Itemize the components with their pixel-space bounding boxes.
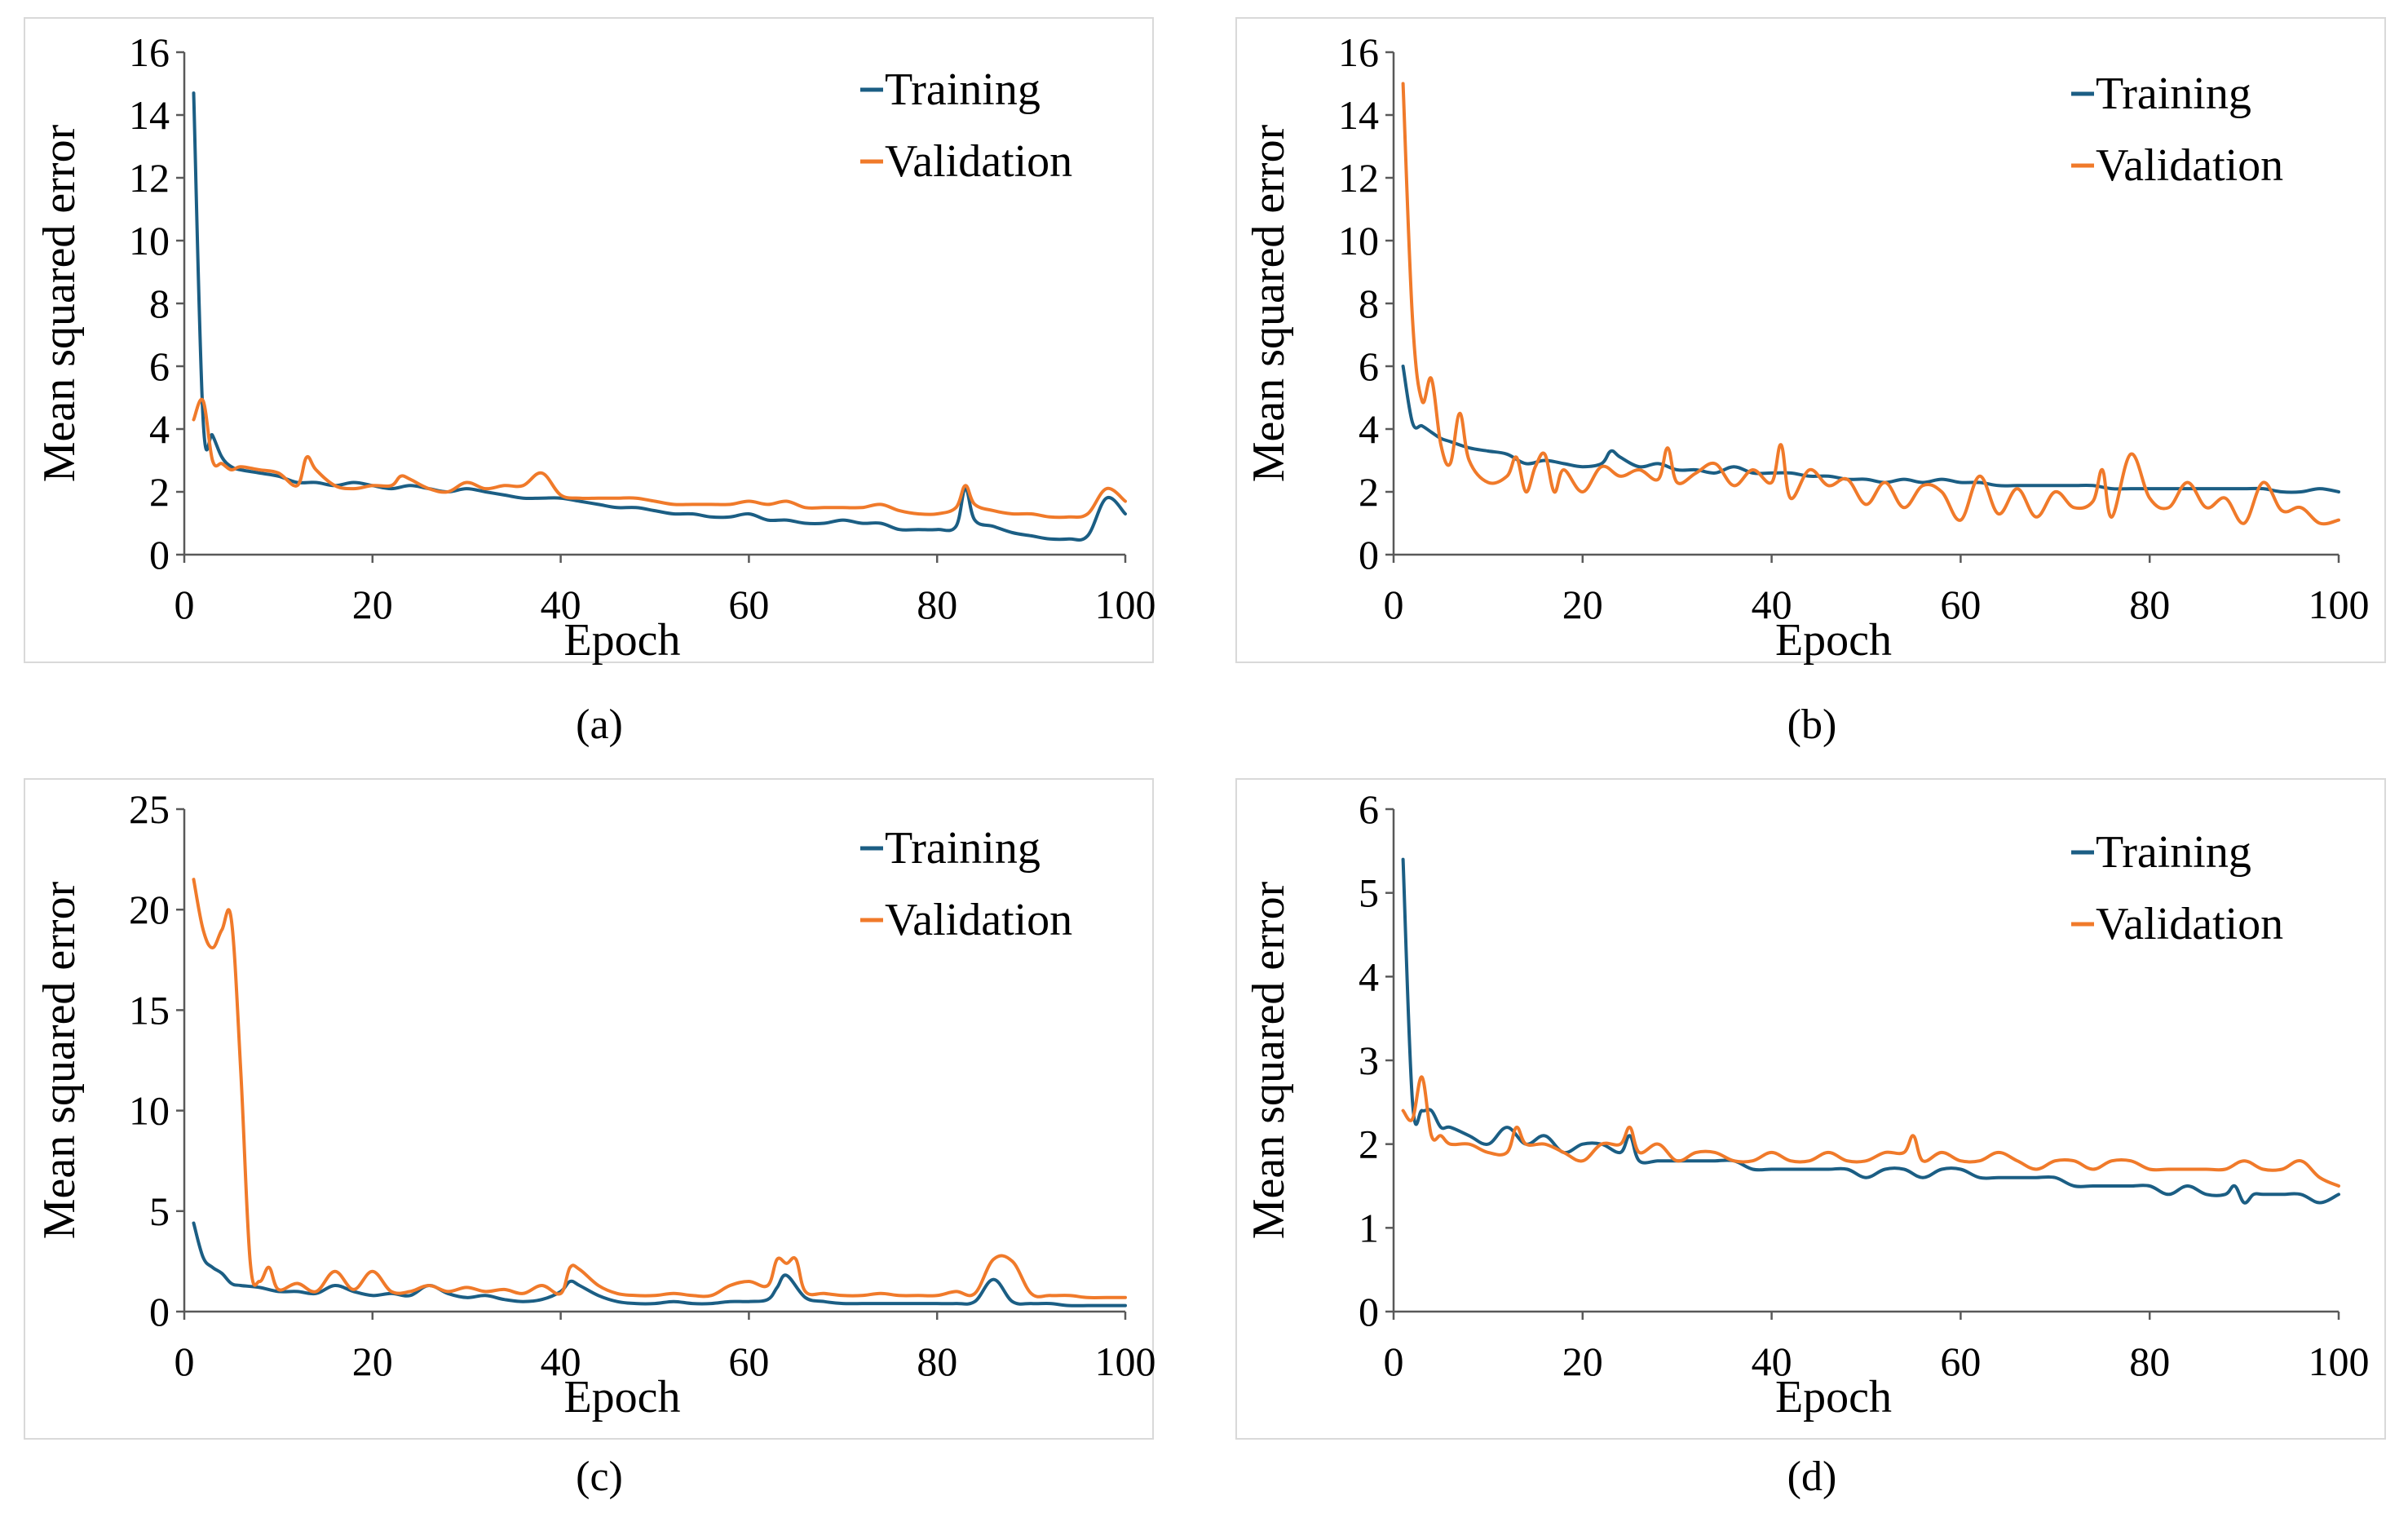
- series-line-validation: [1401, 82, 2340, 526]
- x-tick-label: 20: [352, 582, 393, 627]
- x-tick-label: 40: [541, 1339, 581, 1384]
- x-tick-label: 20: [1562, 1339, 1603, 1384]
- legend-label-validation: Validation: [2096, 899, 2283, 949]
- x-tick-label: 80: [917, 1339, 957, 1384]
- y-tick-label: 5: [149, 1188, 170, 1234]
- chart-frame: [1235, 778, 2386, 1440]
- chart-panel-b: 0 2 4 6 8 10 12 14 16 0 20 40 60 80 100 Epoch Mean squar…: [1235, 17, 2386, 666]
- legend-label-validation: Validation: [885, 895, 1072, 945]
- x-axis-title: Epoch: [563, 615, 680, 666]
- y-tick-label: 2: [149, 469, 170, 515]
- y-tick-label: 1: [1359, 1205, 1379, 1250]
- y-tick-label: 3: [1359, 1038, 1379, 1083]
- y-tick-label: 8: [1359, 281, 1379, 326]
- y-tick-label: 12: [129, 155, 170, 201]
- legend-label-training: Training: [2096, 827, 2251, 878]
- panel-caption: (b): [1787, 701, 1837, 748]
- y-tick-label: 5: [1359, 870, 1379, 916]
- chart-panel-c: 0 5 10 15 20 25 0 20 40 60 80 100 Epoch Mean squared …: [24, 778, 1156, 1440]
- y-tick-label: 2: [1359, 1122, 1379, 1167]
- y-tick-label: 12: [1338, 155, 1379, 201]
- x-tick-label: 100: [1095, 582, 1156, 627]
- x-tick-label: 20: [352, 1339, 393, 1384]
- series-line-training: [1401, 365, 2340, 494]
- y-tick-label: 4: [1359, 954, 1379, 999]
- y-axis-title: Mean squared error: [34, 124, 85, 482]
- x-tick-label: 60: [1940, 1339, 1981, 1384]
- y-tick-label: 0: [149, 532, 170, 577]
- y-tick-label: 16: [129, 29, 170, 75]
- y-tick-label: 4: [1359, 406, 1379, 452]
- panel-caption: (c): [576, 1454, 623, 1500]
- x-tick-label: 40: [541, 582, 581, 627]
- x-tick-label: 100: [2309, 582, 2370, 627]
- y-tick-label: 10: [129, 218, 170, 263]
- x-tick-label: 60: [728, 1339, 769, 1384]
- y-tick-label: 16: [1338, 29, 1379, 75]
- x-tick-label: 40: [1752, 582, 1792, 627]
- x-tick-label: 80: [2129, 582, 2170, 627]
- y-tick-label: 4: [149, 406, 170, 452]
- y-tick-label: 10: [1338, 218, 1379, 263]
- series-line-validation: [192, 878, 1127, 1299]
- y-axis-title: Mean squared error: [1244, 124, 1294, 482]
- x-tick-label: 40: [1752, 1339, 1792, 1384]
- x-tick-label: 100: [1095, 1339, 1156, 1384]
- y-tick-label: 10: [129, 1088, 170, 1134]
- x-axis-title: Epoch: [1775, 1372, 1892, 1423]
- y-tick-label: 0: [1359, 532, 1379, 577]
- y-tick-label: 20: [129, 887, 170, 932]
- y-tick-label: 6: [1359, 343, 1379, 389]
- x-tick-label: 0: [175, 1339, 195, 1384]
- x-tick-label: 80: [917, 582, 957, 627]
- panel-caption: (d): [1787, 1454, 1837, 1500]
- x-tick-label: 0: [1384, 582, 1404, 627]
- y-tick-label: 6: [1359, 786, 1379, 832]
- chart-panel-a: 0 2 4 6 8 10 12 14 16 0 20 40 60 80 100 Epoch Mean squar…: [24, 17, 1156, 666]
- y-tick-label: 14: [129, 92, 170, 138]
- series-line-validation: [1401, 1075, 2340, 1188]
- x-tick-label: 80: [2129, 1339, 2170, 1384]
- legend-label-training: Training: [885, 823, 1041, 874]
- y-tick-label: 14: [1338, 92, 1379, 138]
- y-tick-label: 25: [129, 786, 170, 832]
- x-axis-title: Epoch: [563, 1372, 680, 1423]
- y-tick-label: 0: [1359, 1289, 1379, 1334]
- x-tick-label: 0: [1384, 1339, 1404, 1384]
- x-tick-label: 0: [175, 582, 195, 627]
- x-tick-label: 60: [1940, 582, 1981, 627]
- chart-frame: [24, 778, 1154, 1440]
- x-tick-label: 60: [728, 582, 769, 627]
- y-tick-label: 8: [149, 281, 170, 326]
- y-tick-label: 6: [149, 343, 170, 389]
- y-tick-label: 2: [1359, 469, 1379, 515]
- y-axis-title: Mean squared error: [34, 881, 85, 1239]
- y-tick-label: 0: [149, 1289, 170, 1334]
- x-tick-label: 20: [1562, 582, 1603, 627]
- panel-caption: (a): [576, 701, 623, 748]
- y-axis-title: Mean squared error: [1244, 881, 1294, 1239]
- series-line-training: [192, 1221, 1127, 1308]
- legend-label-validation: Validation: [885, 136, 1072, 187]
- y-tick-label: 15: [129, 987, 170, 1033]
- legend-label-validation: Validation: [2096, 140, 2283, 191]
- series-line-training: [1401, 857, 2340, 1205]
- series-line-validation: [192, 397, 1127, 520]
- x-tick-label: 100: [2309, 1339, 2370, 1384]
- x-axis-title: Epoch: [1775, 615, 1892, 666]
- legend-label-training: Training: [2096, 69, 2251, 119]
- legend-label-training: Training: [885, 64, 1041, 115]
